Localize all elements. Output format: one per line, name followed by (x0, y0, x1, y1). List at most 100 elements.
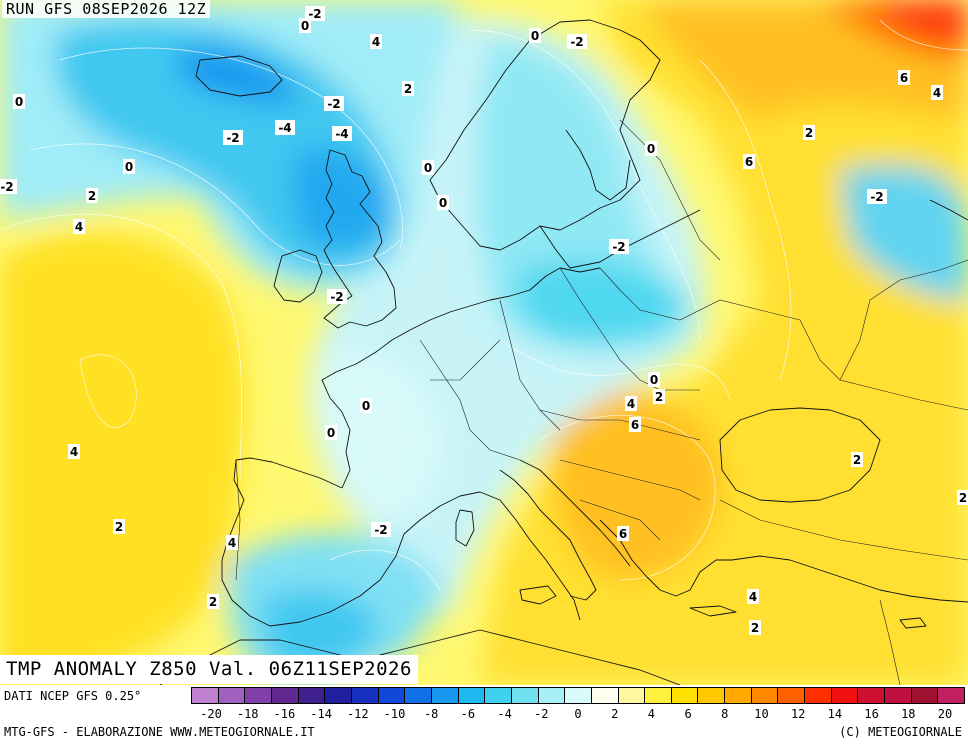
color-scale (191, 687, 965, 704)
contour-label-bg (747, 589, 759, 604)
contour-label: 4 (627, 397, 635, 411)
contour-label: 0 (439, 196, 447, 210)
color-swatch (405, 688, 432, 703)
contour-label-bg (123, 159, 135, 174)
scale-tick-label: -18 (236, 707, 259, 721)
contour-label-bg (371, 522, 391, 537)
contour-label: 4 (228, 536, 236, 550)
contour-label: 2 (751, 621, 759, 635)
color-scale-ticks: -20 -18 -16 -14 -12 -10 -8 -6 -4 -2 0 2 4 6 8 10 12 14 16 1… (191, 707, 965, 721)
contour-label: 6 (745, 155, 753, 169)
contour-label: -2 (0, 180, 13, 194)
field-warm-atl (0, 232, 244, 685)
contour-label: 2 (805, 126, 813, 140)
contour-label: 0 (424, 161, 432, 175)
contour-label-bg (73, 219, 85, 234)
color-swatch (511, 688, 539, 703)
contour-label: 2 (209, 595, 217, 609)
coast-turkey (731, 555, 968, 603)
border-1 (419, 339, 521, 461)
contour-label: 0 (125, 160, 133, 174)
contour-label: 4 (372, 35, 380, 49)
coast-greece (599, 519, 732, 597)
color-swatch (378, 688, 406, 703)
scale-tick-label: -4 (497, 707, 512, 721)
contour-label: 6 (900, 71, 908, 85)
contour-label-bg (645, 141, 657, 156)
contour-label: -2 (570, 35, 583, 49)
credit-right: (C) METEOGIORNALE (839, 725, 962, 739)
field-cool-poland (516, 260, 690, 344)
border-4 (599, 267, 801, 321)
contour-label-bg (207, 594, 219, 609)
coast-sardinia (455, 509, 475, 547)
contour-label-bg (567, 34, 587, 49)
contour-label-bg (275, 120, 295, 135)
scale-tick-label: -6 (460, 707, 476, 721)
color-swatch (698, 688, 726, 703)
color-swatch (271, 688, 299, 703)
contour-label-bg (113, 519, 125, 534)
color-swatch (485, 688, 512, 703)
contour-label-bg (223, 130, 243, 145)
contour-label-bg (86, 188, 98, 203)
border-12 (235, 459, 241, 581)
contour-label-bg (931, 85, 943, 100)
color-swatch (458, 688, 486, 703)
footer: DATI NCEP GFS 0.25° -20 -18 -16 -14 -12 -10 -8… (0, 685, 968, 745)
contour-label-bg (299, 18, 311, 33)
coast-sicily (519, 585, 557, 605)
border-10 (719, 499, 968, 561)
scale-tick-label: -14 (310, 707, 332, 721)
contour-label-bg (653, 389, 665, 404)
contour-label-bg (867, 189, 887, 204)
border-11 (879, 599, 901, 685)
coast-britain (323, 149, 397, 329)
scale-tick-label: 4 (647, 707, 656, 721)
contour-label: 2 (959, 491, 967, 505)
scale-tick-label: -2 (534, 707, 549, 721)
contour-label-bg (226, 535, 238, 550)
scale-tick-label: 14 (827, 707, 843, 721)
scale-tick-label: 20 (937, 707, 953, 721)
scale-tick-label: 12 (790, 707, 806, 721)
coast-iberia (221, 457, 441, 627)
border-14 (839, 259, 968, 381)
contour-label: -2 (330, 290, 343, 304)
coast-crete (689, 605, 737, 617)
border-13 (430, 339, 501, 381)
contour-label-bg (13, 94, 25, 109)
coast-cyprus (899, 617, 927, 629)
color-swatch (911, 688, 939, 703)
color-swatch (858, 688, 886, 703)
scale-tick-label: -10 (383, 707, 406, 721)
contour-label-bg (851, 452, 863, 467)
color-swatch (938, 688, 965, 703)
scale-tick-label: 6 (684, 707, 692, 721)
anomaly-map: -2 0 4 0 -2 2 0 -2 -4 -2 -4 6 4 2 0 6 0 0 -2 2 0 -2 4 -2 -2 0 2 4 0 6… (0, 0, 968, 685)
contour-label-bg (360, 398, 372, 413)
contour-label-bg (898, 70, 910, 85)
contour-label-bg (68, 444, 80, 459)
contour-label: 0 (531, 29, 539, 43)
contour-label-bg (332, 126, 352, 141)
color-swatch (351, 688, 379, 703)
scale-tick-label: 8 (721, 707, 729, 721)
contour-label-bg (402, 81, 414, 96)
scale-tick-label: 2 (611, 707, 619, 721)
contour-label-bg (609, 239, 629, 254)
contour-label: 6 (619, 527, 627, 541)
contour-label: -4 (278, 121, 291, 135)
coast-africa (159, 629, 681, 685)
contour-label: -2 (226, 131, 239, 145)
contour-label: 0 (15, 95, 23, 109)
contour-label: -2 (327, 97, 340, 111)
contour-label-bg (957, 490, 968, 505)
scale-tick-label: -8 (423, 707, 439, 721)
scale-tick-label: 10 (754, 707, 769, 721)
border-7 (559, 459, 701, 501)
color-swatch (245, 688, 272, 703)
coast-caspian (929, 199, 968, 221)
contour-label-bg (324, 96, 344, 111)
color-swatch (885, 688, 912, 703)
